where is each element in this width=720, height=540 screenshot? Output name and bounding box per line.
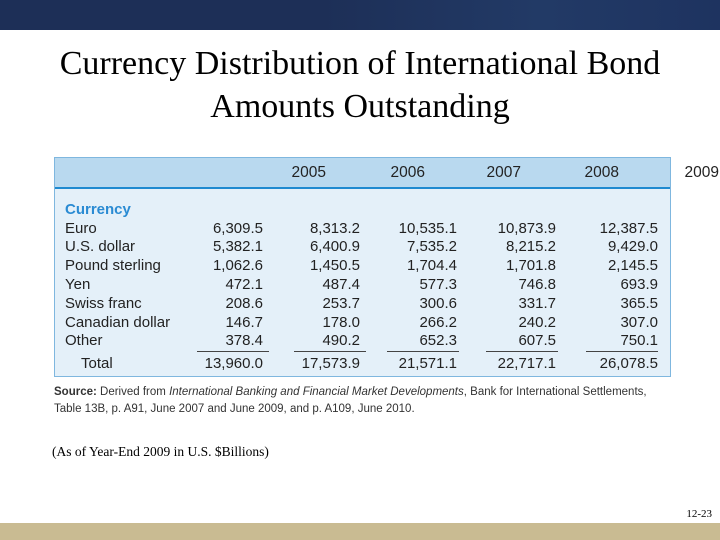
table-row: U.S. dollar 5,382.1 6,400.9 7,535.2 8,21… [55, 238, 670, 257]
total-divider [586, 351, 658, 352]
table-cell: 253.7 [322, 295, 360, 312]
table-cell: 487.4 [322, 276, 360, 293]
table-cell: 6,400.9 [309, 238, 360, 255]
table-cell: 652.3 [419, 332, 457, 349]
table-cell: 146.7 [225, 314, 263, 331]
year-header: 2006 [390, 164, 425, 181]
total-cell: 26,078.5 [599, 355, 658, 372]
table-cell: 577.3 [419, 276, 457, 293]
source-prefix: Derived from [100, 386, 166, 398]
row-label: Yen [65, 276, 91, 293]
table-cell: 1,701.8 [505, 257, 556, 274]
row-label: Other [65, 332, 103, 349]
currency-table: 2005 2006 2007 2008 2009 Currency Euro 6… [54, 157, 719, 377]
table-cell: 472.1 [225, 276, 263, 293]
table-cell: 266.2 [419, 314, 457, 331]
table-cell: 240.2 [518, 314, 556, 331]
table-row: Yen 472.1 487.4 577.3 746.8 693.9 [55, 276, 670, 295]
title-line-2: Amounts Outstanding [210, 88, 510, 125]
total-divider [294, 351, 366, 352]
slide-title: Currency Distribution of International B… [0, 42, 720, 128]
total-cell: 17,573.9 [301, 355, 360, 372]
table-cell: 1,704.4 [406, 257, 457, 274]
table-cell: 6,309.5 [212, 220, 263, 237]
category-label: Currency [65, 201, 131, 218]
year-header: 2008 [584, 164, 619, 181]
year-header: 2005 [291, 164, 326, 181]
total-cell: 21,571.1 [398, 355, 457, 372]
table-cell: 208.6 [225, 295, 263, 312]
page-number: 12-23 [686, 508, 712, 520]
row-label: Pound sterling [65, 257, 161, 274]
table-cell: 2,145.5 [607, 257, 658, 274]
total-cell: 22,717.1 [497, 355, 556, 372]
top-banner [0, 0, 720, 30]
table-cell: 9,429.0 [607, 238, 658, 255]
table-row: Other 378.4 490.2 652.3 607.5 750.1 [55, 332, 670, 351]
table-cell: 607.5 [518, 332, 556, 349]
table-cell: 693.9 [620, 276, 658, 293]
table-cell: 10,535.1 [398, 220, 457, 237]
bottom-banner [0, 523, 720, 540]
row-label: U.S. dollar [65, 238, 136, 255]
source-label: Source: [54, 386, 97, 398]
total-cell: 13,960.0 [204, 355, 263, 372]
source-note: Source: Derived from International Banki… [54, 384, 674, 418]
table-cell: 7,535.2 [406, 238, 457, 255]
row-label: Canadian dollar [65, 314, 171, 331]
table-row: Euro 6,309.5 8,313.2 10,535.1 10,873.9 1… [55, 220, 670, 239]
table-cell: 307.0 [620, 314, 658, 331]
row-label: Euro [65, 220, 97, 237]
total-label: Total [81, 355, 113, 372]
source-publication: International Banking and Financial Mark… [169, 386, 464, 398]
total-divider [197, 351, 269, 352]
table-cell: 178.0 [322, 314, 360, 331]
units-note: (As of Year-End 2009 in U.S. $Billions) [52, 444, 269, 459]
table-cell: 8,313.2 [309, 220, 360, 237]
table-header: 2005 2006 2007 2008 2009 [55, 158, 719, 189]
year-header: 2007 [486, 164, 521, 181]
table-row: Pound sterling 1,062.6 1,450.5 1,704.4 1… [55, 257, 670, 276]
table-cell: 8,215.2 [505, 238, 556, 255]
total-row: Total 13,960.0 17,573.9 21,571.1 22,717.… [55, 355, 670, 374]
table-cell: 750.1 [620, 332, 658, 349]
table-cell: 12,387.5 [599, 220, 658, 237]
table-cell: 490.2 [322, 332, 360, 349]
source-rest: , Bank for International Settlements, Ta… [54, 386, 647, 415]
year-header: 2009 [684, 164, 719, 181]
row-label: Swiss franc [65, 295, 142, 312]
table-cell: 331.7 [518, 295, 556, 312]
table-cell: 10,873.9 [497, 220, 556, 237]
table-cell: 1,450.5 [309, 257, 360, 274]
table-cell: 5,382.1 [212, 238, 263, 255]
total-divider [387, 351, 459, 352]
table-cell: 365.5 [620, 295, 658, 312]
table-cell: 378.4 [225, 332, 263, 349]
table-cell: 1,062.6 [212, 257, 263, 274]
total-divider [486, 351, 558, 352]
title-line-1: Currency Distribution of International B… [59, 45, 661, 82]
table-cell: 300.6 [419, 295, 457, 312]
table-row: Swiss franc 208.6 253.7 300.6 331.7 365.… [55, 295, 670, 314]
table-row: Canadian dollar 146.7 178.0 266.2 240.2 … [55, 314, 670, 333]
table-cell: 746.8 [518, 276, 556, 293]
